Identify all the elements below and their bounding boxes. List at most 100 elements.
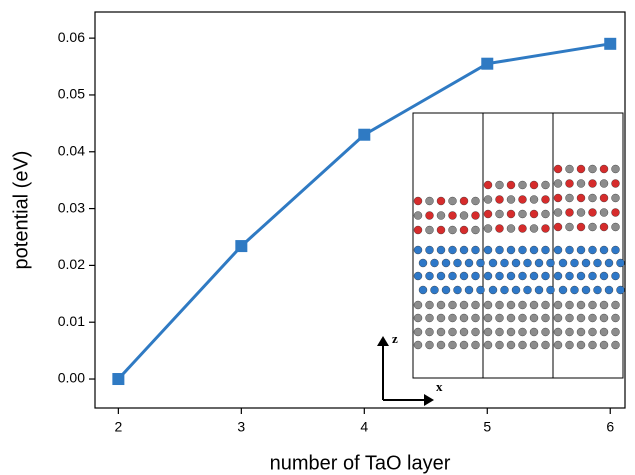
atom xyxy=(442,286,450,294)
atom xyxy=(542,181,550,189)
atom xyxy=(419,259,427,267)
atom xyxy=(589,194,597,202)
atom xyxy=(426,328,434,336)
atom xyxy=(566,194,574,202)
atom xyxy=(554,301,562,309)
atom xyxy=(414,301,422,309)
inset-axis-label: z xyxy=(392,331,398,346)
atom xyxy=(496,341,504,349)
atom xyxy=(542,196,550,204)
atom xyxy=(577,301,585,309)
atom xyxy=(566,165,574,173)
atom xyxy=(554,165,562,173)
atom xyxy=(605,286,613,294)
atom xyxy=(612,165,620,173)
atom xyxy=(600,301,608,309)
atom xyxy=(594,286,602,294)
inset-arrow xyxy=(377,336,389,346)
marker xyxy=(112,373,124,385)
atom xyxy=(437,212,445,220)
atom xyxy=(501,259,509,267)
atom xyxy=(496,210,504,218)
atom xyxy=(484,181,492,189)
atom xyxy=(535,286,543,294)
atom xyxy=(437,314,445,322)
atom xyxy=(484,301,492,309)
atom xyxy=(496,314,504,322)
inset-axis-label: x xyxy=(436,379,443,394)
atom xyxy=(449,246,457,254)
atom xyxy=(472,197,480,205)
atom xyxy=(507,225,515,233)
atom xyxy=(460,341,468,349)
inset-structure xyxy=(377,113,625,406)
atom xyxy=(507,246,515,254)
atom xyxy=(426,341,434,349)
atom xyxy=(437,226,445,234)
marker xyxy=(358,129,370,141)
atom xyxy=(449,341,457,349)
atom xyxy=(426,246,434,254)
atom xyxy=(507,196,515,204)
atom xyxy=(496,225,504,233)
atom xyxy=(507,314,515,322)
atom xyxy=(600,209,608,217)
atom xyxy=(465,286,473,294)
atom xyxy=(617,259,625,267)
atom xyxy=(530,314,538,322)
atom xyxy=(612,180,620,188)
atom xyxy=(530,225,538,233)
atom xyxy=(566,301,574,309)
atom xyxy=(496,272,504,280)
atom xyxy=(426,197,434,205)
atom xyxy=(589,165,597,173)
atom xyxy=(554,272,562,280)
atom xyxy=(472,328,480,336)
atom xyxy=(577,180,585,188)
atom xyxy=(589,223,597,231)
atom xyxy=(542,272,550,280)
atom xyxy=(577,328,585,336)
y-tick-label: 0.01 xyxy=(58,313,85,329)
atom xyxy=(460,212,468,220)
atom xyxy=(472,314,480,322)
inset-arrow xyxy=(424,394,434,406)
atom xyxy=(426,212,434,220)
atom xyxy=(507,301,515,309)
marker xyxy=(604,38,616,50)
atom xyxy=(566,246,574,254)
atom xyxy=(612,272,620,280)
x-tick-label: 4 xyxy=(360,419,368,435)
atom xyxy=(484,246,492,254)
atom xyxy=(507,341,515,349)
atom xyxy=(414,246,422,254)
atom xyxy=(460,314,468,322)
atom xyxy=(535,259,543,267)
atom xyxy=(612,246,620,254)
atom xyxy=(496,181,504,189)
atom xyxy=(582,286,590,294)
atom xyxy=(449,226,457,234)
atom xyxy=(431,259,439,267)
atom xyxy=(414,212,422,220)
atom xyxy=(589,341,597,349)
atom xyxy=(542,301,550,309)
marker xyxy=(235,240,247,252)
atom xyxy=(571,286,579,294)
atom xyxy=(542,314,550,322)
atom xyxy=(566,314,574,322)
atom xyxy=(472,301,480,309)
atom xyxy=(577,165,585,173)
atom xyxy=(554,223,562,231)
y-tick-label: 0.03 xyxy=(58,199,85,215)
atom xyxy=(442,259,450,267)
x-tick-label: 2 xyxy=(114,419,122,435)
atom xyxy=(600,314,608,322)
atom xyxy=(542,210,550,218)
atom xyxy=(472,226,480,234)
atom xyxy=(449,314,457,322)
x-tick-label: 6 xyxy=(606,419,614,435)
atom xyxy=(589,272,597,280)
atom xyxy=(577,223,585,231)
atom xyxy=(542,341,550,349)
